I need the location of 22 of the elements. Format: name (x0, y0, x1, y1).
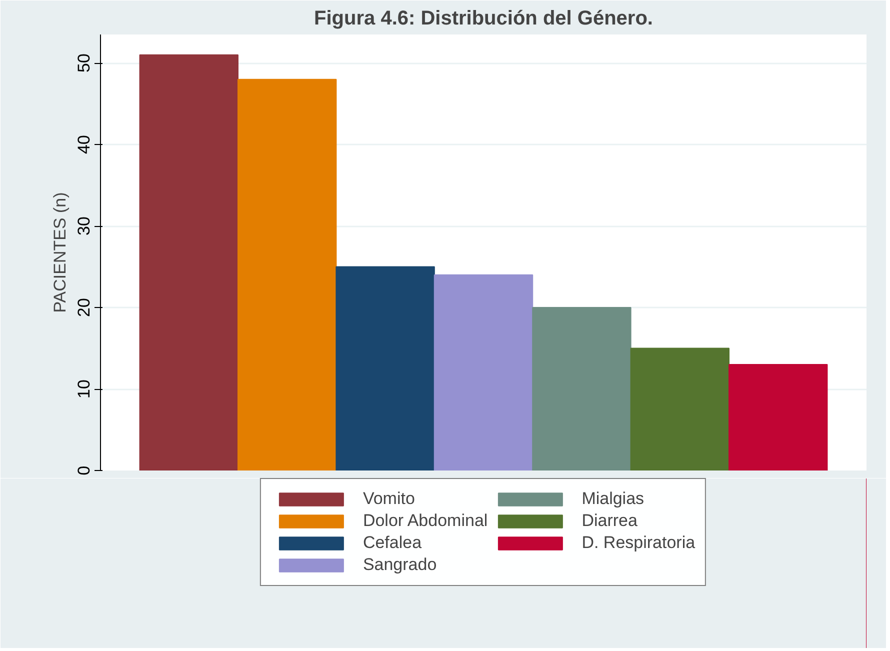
chart-title: Figura 4.6: Distribución del Género. (314, 8, 653, 30)
bar (630, 348, 730, 470)
bar (336, 266, 435, 470)
y-tick-label: 20 (74, 298, 94, 317)
bar (237, 78, 337, 470)
bar (728, 364, 828, 470)
legend-label: D. Respiratoria (582, 533, 696, 553)
y-tick-label: 50 (74, 54, 94, 72)
legend-label: Cefalea (362, 533, 422, 553)
legend-label: Diarrea (582, 511, 638, 531)
y-tick-label: 40 (74, 135, 94, 154)
y-tick-label: 10 (74, 380, 94, 398)
y-tick-label: 30 (74, 216, 94, 236)
bar (532, 307, 632, 470)
legend-label: Mialgias (582, 489, 644, 509)
legend-label: Vomito (362, 489, 415, 509)
y-tick-label: 0 (74, 466, 94, 476)
y-axis-title: PACIENTES (n) (50, 192, 70, 313)
legend-label: Sangrado (362, 555, 437, 575)
legend-label: Dolor Abdominal (362, 511, 488, 531)
bar (139, 54, 238, 470)
bar (434, 274, 534, 470)
